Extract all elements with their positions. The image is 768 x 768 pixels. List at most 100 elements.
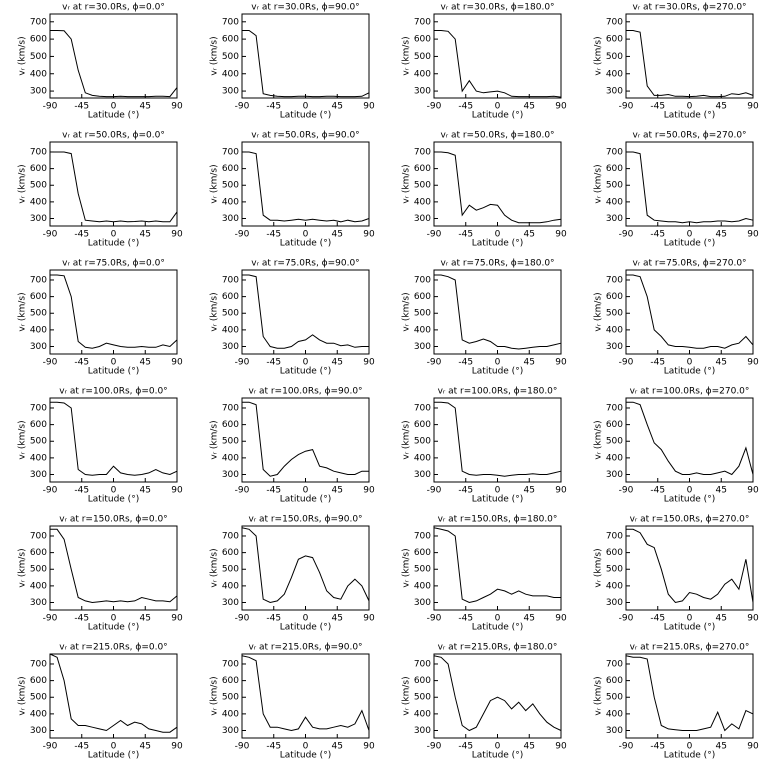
y-tick-label: 500	[30, 437, 47, 447]
x-tick-label: -90	[427, 742, 442, 752]
y-tick-label: 300	[414, 470, 431, 480]
y-tick-label: 300	[606, 214, 623, 224]
x-tick-label: 90	[747, 102, 759, 112]
x-tick-label: 90	[363, 358, 375, 368]
y-tick-label: 400	[606, 69, 623, 79]
y-tick-label: 500	[414, 437, 431, 447]
x-tick-label: 0	[111, 486, 117, 496]
y-tick-label: 700	[30, 275, 47, 285]
y-tick-label: 600	[222, 676, 239, 686]
x-axis-label: Latitude (°)	[472, 239, 523, 249]
y-tick-label: 400	[222, 197, 239, 207]
x-tick-label: 90	[747, 614, 759, 624]
y-tick-label: 500	[414, 693, 431, 703]
data-line	[242, 274, 369, 349]
x-tick-label: -90	[43, 742, 58, 752]
y-tick-label: 700	[414, 659, 431, 669]
y-tick-label: 400	[414, 453, 431, 463]
y-tick-label: 700	[606, 17, 623, 27]
y-tick-label: 700	[30, 659, 47, 669]
x-tick-label: 90	[555, 102, 567, 112]
x-tick-label: 0	[687, 486, 693, 496]
x-axis-label: Latitude (°)	[88, 623, 139, 633]
chart-title: vᵣ at r=150.0Rs, ϕ=0.0°	[59, 515, 167, 525]
data-line	[626, 528, 754, 604]
x-tick-label: -45	[266, 358, 281, 368]
x-tick-label: 0	[303, 102, 309, 112]
chart-title: vᵣ at r=100.0Rs, ϕ=90.0°	[248, 387, 362, 397]
y-tick-label: 300	[414, 214, 431, 224]
y-axis-label: vᵣ (km/s)	[18, 36, 28, 75]
x-axis-label: Latitude (°)	[280, 239, 331, 249]
y-tick-label: 400	[414, 69, 431, 79]
x-tick-label: -45	[266, 230, 281, 240]
x-tick-label: 45	[140, 358, 151, 368]
x-tick-label: -45	[458, 742, 473, 752]
x-tick-label: 90	[363, 230, 375, 240]
y-tick-label: 300	[222, 598, 239, 608]
y-tick-label: 300	[30, 214, 47, 224]
y-axis-label: vᵣ (km/s)	[594, 548, 604, 587]
x-tick-label: 45	[524, 358, 535, 368]
y-tick-label: 400	[414, 709, 431, 719]
y-axis-label: vᵣ (km/s)	[402, 292, 412, 331]
x-tick-label: -45	[650, 230, 665, 240]
chart-title: vᵣ at r=100.0Rs, ϕ=0.0°	[59, 387, 167, 397]
y-tick-label: 700	[414, 403, 431, 413]
plot-frame	[625, 13, 754, 99]
chart-title: vᵣ at r=75.0Rs, ϕ=180.0°	[440, 259, 554, 269]
y-tick-label: 500	[606, 693, 623, 703]
y-tick-label: 400	[222, 709, 239, 719]
y-tick-label: 700	[30, 17, 47, 27]
chart-title: vᵣ at r=30.0Rs, ϕ=180.0°	[440, 3, 554, 13]
chart-title: vᵣ at r=150.0Rs, ϕ=180.0°	[438, 515, 558, 525]
y-tick-label: 400	[30, 325, 47, 335]
x-axis-label: Latitude (°)	[280, 751, 331, 761]
x-axis-label: Latitude (°)	[664, 239, 715, 249]
data-line	[626, 30, 754, 98]
data-line	[434, 274, 562, 350]
x-tick-label: -45	[650, 486, 665, 496]
x-tick-label: 90	[363, 102, 375, 112]
plot-frame	[433, 525, 562, 611]
x-tick-label: 90	[171, 102, 183, 112]
x-axis-label: Latitude (°)	[88, 111, 139, 121]
x-tick-label: 45	[332, 614, 343, 624]
chart-title: vᵣ at r=50.0Rs, ϕ=180.0°	[440, 131, 554, 141]
x-tick-label: -90	[619, 742, 634, 752]
x-tick-label: 0	[111, 102, 117, 112]
y-tick-label: 500	[222, 565, 239, 575]
x-tick-label: 0	[495, 742, 501, 752]
x-tick-label: 0	[111, 742, 117, 752]
x-axis-label: Latitude (°)	[472, 495, 523, 505]
x-axis-label: Latitude (°)	[280, 111, 331, 121]
plot-frame	[625, 141, 754, 227]
x-tick-label: -45	[74, 486, 89, 496]
chart-title: vᵣ at r=215.0Rs, ϕ=270.0°	[630, 643, 750, 653]
x-tick-label: -90	[427, 102, 442, 112]
y-tick-label: 600	[414, 548, 431, 558]
x-tick-label: 0	[303, 486, 309, 496]
y-axis-label: vᵣ (km/s)	[594, 36, 604, 75]
x-tick-label: 90	[747, 742, 759, 752]
y-tick-label: 400	[606, 197, 623, 207]
x-tick-label: 45	[716, 742, 727, 752]
data-line	[626, 401, 754, 476]
y-tick-label: 600	[222, 292, 239, 302]
y-tick-label: 600	[414, 292, 431, 302]
plot-frame	[241, 141, 370, 227]
x-tick-label: 0	[687, 358, 693, 368]
x-tick-label: -45	[266, 486, 281, 496]
x-axis-label: Latitude (°)	[472, 367, 523, 377]
y-tick-label: 300	[414, 598, 431, 608]
x-tick-label: 45	[140, 230, 151, 240]
y-axis-label: vᵣ (km/s)	[402, 548, 412, 587]
y-tick-label: 300	[30, 342, 47, 352]
data-line	[625, 655, 754, 732]
x-tick-label: -90	[235, 742, 250, 752]
data-line	[626, 274, 754, 349]
x-tick-label: 90	[555, 742, 567, 752]
y-tick-label: 600	[414, 35, 431, 45]
